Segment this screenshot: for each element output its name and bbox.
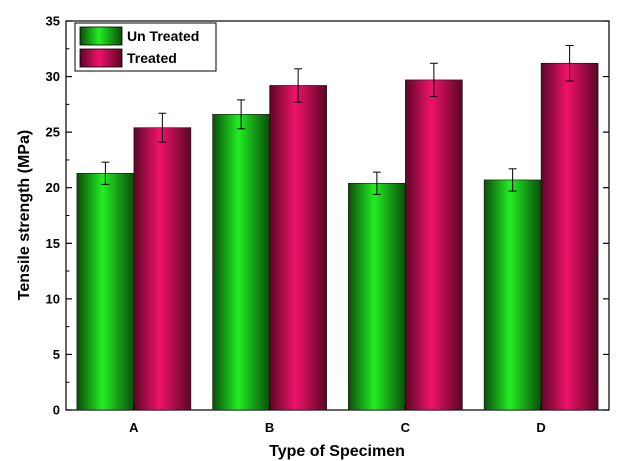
x-tick-label-D: D [536, 420, 545, 435]
x-tick-label-B: B [265, 420, 274, 435]
legend: Un Treated Treated [74, 22, 217, 72]
y-tick-label-6: 30 [46, 69, 60, 84]
bar-treated-A [133, 127, 192, 411]
error-bar-un-treated-A [101, 161, 110, 185]
y-tick-label-5: 25 [46, 125, 60, 140]
x-tick-label-C: C [401, 420, 411, 435]
legend-label-treated: Treated [127, 50, 177, 66]
x-tick-label-A: A [129, 420, 139, 435]
error-bar-treated-A [158, 112, 167, 143]
y-tick-label-4: 20 [46, 180, 60, 195]
bar-treated-C [405, 79, 463, 411]
error-bar-treated-D [565, 44, 574, 82]
legend-swatch-treated [79, 48, 123, 68]
error-bar-un-treated-B [237, 99, 246, 130]
y-axis: 0 5 10 15 20 25 30 35 [46, 14, 609, 418]
bar-un-treated-B [212, 114, 270, 411]
bar-treated-B [269, 85, 327, 411]
legend-label-un-treated: Un Treated [127, 28, 199, 44]
error-bar-treated-C [429, 62, 438, 98]
error-bar-un-treated-C [372, 171, 381, 195]
bars-group [76, 62, 599, 411]
bar-un-treated-D [483, 179, 542, 411]
y-tick-label-7: 35 [46, 14, 60, 29]
y-tick-label-0: 0 [53, 403, 60, 418]
y-tick-label-2: 10 [46, 291, 60, 306]
bar-un-treated-C [348, 182, 406, 411]
legend-swatch-un-treated [79, 26, 123, 46]
y-axis-title: Tensile strength (MPa) [16, 130, 33, 300]
x-axis-title: Type of Specimen [269, 443, 405, 460]
bar-un-treated-A [76, 172, 135, 411]
error-bar-un-treated-D [508, 168, 517, 192]
x-axis: A B C D [129, 404, 546, 435]
y-tick-label-3: 15 [46, 236, 60, 251]
error-bars-group [101, 44, 574, 195]
bar-treated-D [540, 62, 599, 411]
error-bar-treated-B [294, 68, 303, 103]
y-tick-label-1: 5 [53, 347, 60, 362]
